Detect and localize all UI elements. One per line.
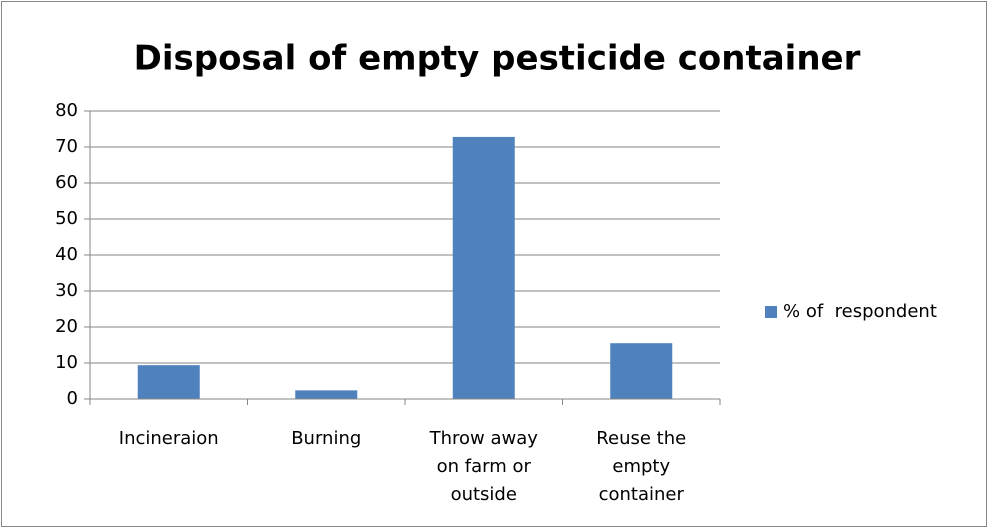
bar [137,365,200,399]
bar [452,136,515,400]
x-tick-label: Incineraion [118,428,219,449]
y-tick-label: 60 [55,172,78,193]
y-tick-label: 50 [55,208,78,229]
bar [610,343,673,399]
x-tick-label: Burning [291,428,362,449]
y-tick-label: 0 [67,388,78,409]
y-tick-label: 70 [55,136,78,157]
legend-swatch [765,306,777,318]
y-tick-label: 40 [55,244,78,265]
x-tick-label: Reuse the empty container [596,428,687,505]
y-tick-label: 80 [55,100,78,121]
y-tick-label: 30 [55,280,78,301]
legend-label: % of respondent [783,301,937,322]
bar [295,390,358,399]
chart-title: Disposal of empty pesticide container [134,39,861,79]
y-tick-label: 10 [55,352,78,373]
y-tick-label: 20 [55,316,78,337]
x-tick-label: Throw away on farm or outside [429,428,538,505]
